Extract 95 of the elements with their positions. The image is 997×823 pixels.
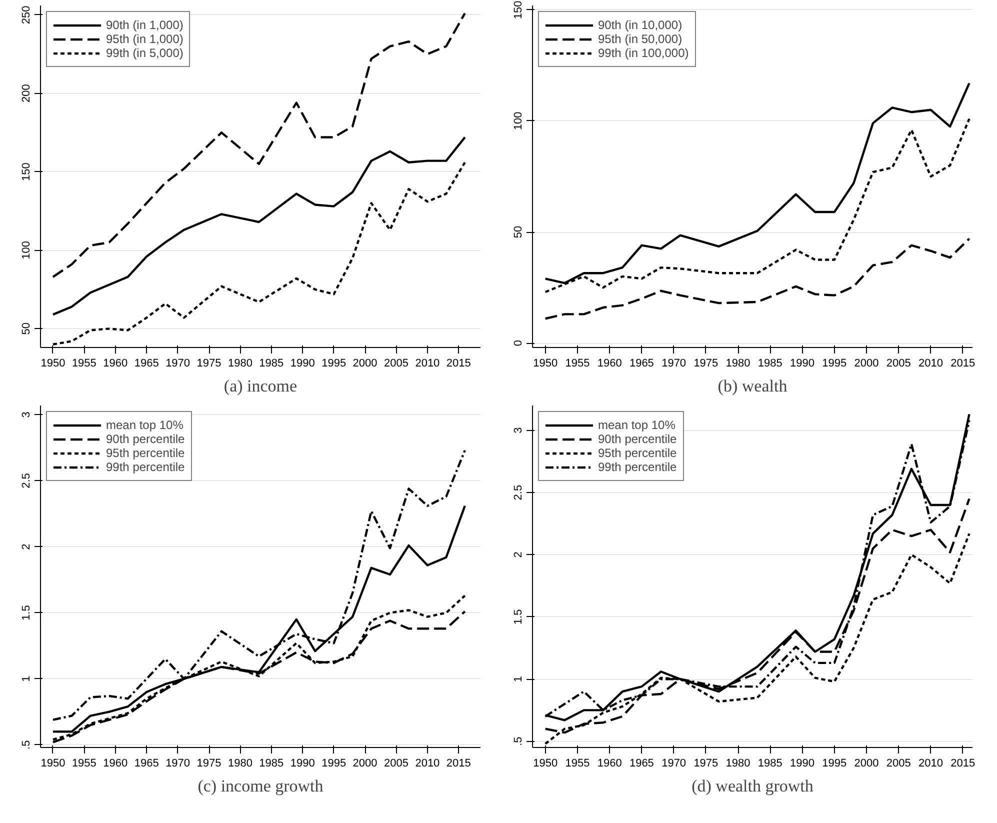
y-tick-label: 2: [512, 552, 524, 558]
x-tick-label: 1990: [290, 758, 315, 770]
y-tick-label: 3: [20, 412, 32, 418]
legend-label: mean top 10%: [598, 418, 676, 432]
x-tick-label: 1975: [196, 358, 222, 370]
x-tick-label: 2000: [854, 358, 879, 370]
y-tick-label: 2.5: [20, 473, 32, 488]
x-tick-label: 1955: [72, 358, 96, 370]
y-tick-label: .5: [512, 736, 524, 746]
text: (a) income: [224, 376, 298, 396]
x-tick-label: 1995: [322, 358, 346, 370]
x-tick-label: 1970: [662, 758, 686, 770]
x-tick-label: 1950: [533, 358, 558, 370]
y-tick-label: 150: [20, 162, 32, 181]
x-tick-label: 1950: [533, 758, 558, 770]
x-tick-label: 1995: [322, 758, 346, 770]
legend-label: 99th percentile: [106, 460, 185, 474]
legend-label: 95th (in 50,000): [598, 32, 682, 46]
x-tick-label: 1970: [662, 358, 686, 370]
y-tick-label: 100: [20, 241, 32, 260]
x-tick-label: 1960: [597, 758, 622, 770]
y-tick-label: 50: [20, 322, 32, 335]
legend-label: 99th (in 5,000): [106, 46, 184, 60]
x-tick-label: 1965: [134, 358, 159, 370]
legend-label: 90th percentile: [106, 432, 185, 446]
x-tick-label: 2005: [384, 358, 408, 370]
x-tick-label: 1985: [259, 358, 284, 370]
legend-label: 90th (in 1,000): [106, 18, 184, 32]
x-tick-label: 1960: [103, 358, 128, 370]
x-tick-label: 1955: [565, 358, 590, 370]
legend-label: 90th percentile: [598, 432, 677, 446]
y-tick-label: 1: [512, 676, 524, 682]
x-tick-label: 1965: [629, 758, 654, 770]
legend-label: 99th (in 100,000): [598, 46, 689, 60]
x-tick-label: 2015: [446, 358, 471, 370]
x-tick-label: 2015: [950, 358, 976, 370]
x-tick-label: 2015: [446, 758, 471, 770]
y-tick-label: 50: [512, 226, 524, 238]
x-tick-label: 1960: [103, 758, 128, 770]
x-tick-label: 1985: [758, 758, 782, 770]
x-tick-label: 2010: [918, 358, 943, 370]
x-tick-label: 1965: [134, 758, 159, 770]
x-tick-label: 1950: [40, 758, 66, 770]
x-tick-label: 1980: [726, 758, 750, 770]
text: (c) income growth: [198, 776, 324, 796]
x-tick-label: 2010: [918, 758, 943, 770]
x-tick-label: 1980: [228, 758, 252, 770]
text: (d) wealth growth: [692, 776, 814, 796]
x-tick-label: 1990: [790, 358, 815, 370]
y-tick-label: .5: [20, 740, 32, 750]
x-tick-label: 1985: [758, 358, 782, 370]
y-tick-label: 2.5: [512, 484, 524, 500]
x-tick-label: 1970: [166, 358, 190, 370]
x-tick-label: 1970: [166, 758, 190, 770]
y-tick-label: 100: [512, 112, 524, 130]
x-tick-label: 1975: [694, 358, 718, 370]
y-tick-label: 0: [512, 340, 524, 346]
legend-label: 99th percentile: [598, 460, 677, 474]
x-tick-label: 1965: [629, 358, 654, 370]
legend-label: 90th (in 10,000): [598, 18, 682, 32]
y-tick-label: 2: [20, 544, 32, 550]
x-tick-label: 1995: [822, 358, 847, 370]
x-tick-label: 2015: [950, 758, 976, 770]
x-tick-label: 2010: [415, 758, 440, 770]
x-tick-label: 1980: [726, 358, 750, 370]
x-tick-label: 1990: [290, 358, 315, 370]
x-tick-label: 1955: [72, 758, 96, 770]
x-tick-label: 1975: [694, 758, 718, 770]
x-tick-label: 1950: [40, 358, 66, 370]
x-tick-label: 2010: [415, 358, 440, 370]
y-tick-label: 3: [512, 427, 524, 434]
x-tick-label: 1960: [597, 358, 622, 370]
y-tick-label: 1.5: [20, 605, 32, 620]
y-tick-label: 200: [20, 84, 32, 103]
text: (b) wealth: [718, 376, 788, 396]
y-tick-label: 1.5: [512, 609, 524, 625]
legend-label: 95th (in 1,000): [106, 32, 184, 46]
x-tick-label: 1990: [790, 758, 815, 770]
y-tick-label: 150: [512, 0, 524, 20]
x-tick-label: 2000: [352, 358, 378, 370]
x-tick-label: 1985: [259, 758, 284, 770]
x-tick-label: 2000: [352, 758, 378, 770]
y-tick-label: 250: [20, 6, 32, 24]
x-tick-label: 1955: [565, 758, 590, 770]
x-tick-label: 1975: [196, 758, 222, 770]
legend-label: 95th percentile: [598, 446, 677, 460]
x-tick-label: 2005: [384, 758, 408, 770]
y-tick-label: 1: [20, 676, 32, 682]
x-tick-label: 2005: [886, 758, 911, 770]
x-tick-label: 1980: [228, 358, 252, 370]
x-tick-label: 2005: [886, 358, 911, 370]
legend-label: mean top 10%: [106, 418, 184, 432]
x-tick-label: 2000: [854, 758, 879, 770]
x-tick-label: 1995: [822, 758, 847, 770]
legend-label: 95th percentile: [106, 446, 185, 460]
